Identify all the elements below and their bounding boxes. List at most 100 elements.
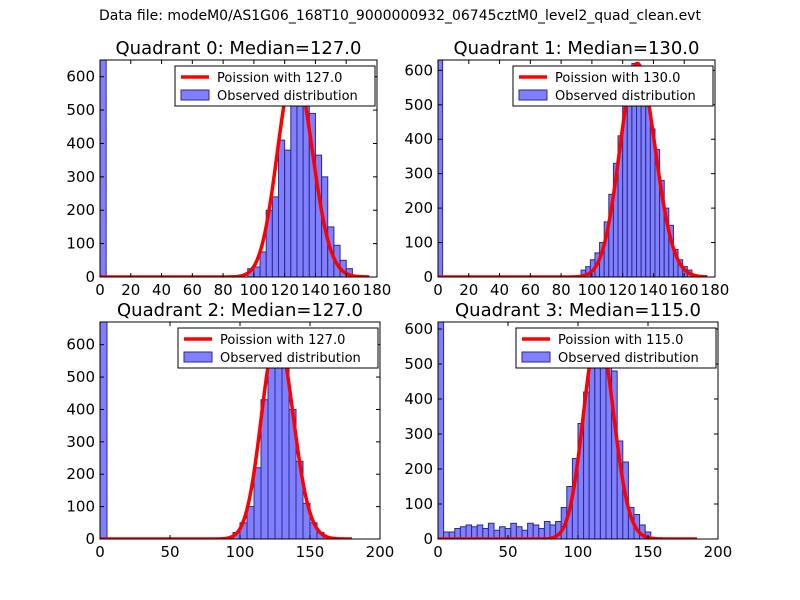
y-tick-label: 100 (66, 498, 95, 516)
quadrant-1-plot: 0 20 40 60 80 100 120 140 160 1800100200300400500… (404, 38, 729, 299)
x-tick-label: 160 (332, 281, 361, 299)
x-tick-label: 0 (95, 281, 105, 299)
y-tick-label: 0 (423, 268, 433, 286)
y-tick-label: 500 (66, 368, 95, 386)
y-tick-label: 0 (423, 530, 433, 548)
histogram-bar (253, 467, 262, 539)
legend-bar-label: Observed distribution (555, 89, 696, 104)
histogram-bar (253, 266, 261, 277)
axes-frame (99, 59, 378, 278)
x-tick-label: 200 (704, 543, 733, 561)
histogram-bar (100, 322, 108, 539)
histogram-bar (438, 322, 445, 539)
y-tick-label: 400 (66, 400, 95, 418)
x-tick-label: 100 (578, 281, 607, 299)
poisson-curve (100, 333, 353, 539)
axes-frame (437, 59, 716, 278)
histogram-bar (626, 76, 633, 277)
histogram-bar (515, 526, 523, 539)
legend: Poission with 127.0 Observed distribution (174, 65, 376, 107)
legend-curve-label: Poission with 127.0 (220, 333, 345, 348)
y-tick-label: 100 (404, 495, 433, 513)
y-tick-label: 300 (66, 433, 95, 451)
x-tick-label: 80 (552, 281, 571, 299)
x-tick-label: 200 (366, 543, 395, 561)
x-tick-label: 60 (183, 281, 202, 299)
x-tick-label: 140 (301, 281, 330, 299)
legend-curve-label: Poission with 127.0 (217, 71, 342, 86)
y-tick-label: 200 (66, 201, 95, 219)
legend-bar-swatch (180, 89, 210, 101)
x-tick-label: 160 (670, 281, 699, 299)
histogram-bar (271, 196, 280, 277)
legend-bar-label: Observed distribution (220, 351, 361, 366)
histogram-bar (499, 526, 506, 539)
histogram-bar (527, 522, 534, 539)
x-tick-label: 40 (490, 281, 509, 299)
y-tick-label: 100 (66, 235, 95, 253)
x-tick-label: 50 (498, 543, 517, 561)
x-tick-label: 80 (214, 281, 233, 299)
panel-title: Quadrant 0: Median=127.0 (116, 38, 362, 59)
quadrant-3-plot: 0 50 100 150 200 0 100 200 300 400 500 600 Quadrant … (404, 300, 732, 561)
legend: Poission with 127.0 Observed distribution (177, 327, 379, 369)
histogram-bar (438, 60, 444, 277)
x-tick-label: 100 (240, 281, 269, 299)
histogram-bar (465, 524, 473, 539)
panel-title: Quadrant 2: Median=127.0 (117, 300, 363, 321)
y-tick-label: 600 (66, 68, 95, 86)
x-tick-label: 0 (433, 281, 443, 299)
histogram-bar (532, 524, 540, 539)
y-tick-label: 200 (404, 199, 433, 217)
histogram-bar (599, 342, 607, 539)
panel-title: Quadrant 3: Median=115.0 (455, 300, 701, 321)
x-tick-label: 60 (521, 281, 540, 299)
y-tick-label: 600 (404, 320, 433, 338)
y-tick-label: 300 (404, 165, 433, 183)
y-tick-label: 400 (66, 134, 95, 152)
panel-title: Quadrant 1: Median=130.0 (454, 38, 700, 59)
x-tick-label: 100 (226, 543, 255, 561)
legend-bar-swatch (521, 351, 551, 363)
y-tick-label: 0 (85, 268, 95, 286)
x-tick-label: 0 (433, 543, 443, 561)
y-tick-label: 400 (404, 390, 433, 408)
y-tick-label: 300 (66, 168, 95, 186)
histogram-bar (290, 86, 298, 277)
legend-bar-swatch (183, 351, 213, 363)
y-tick-label: 100 (404, 234, 433, 252)
legend-box (515, 327, 717, 369)
quadrant-2-plot: 0 50 100 150 200 0 100 200 300 400 500 600 Quadrant … (66, 300, 394, 561)
histogram-bar (636, 76, 642, 277)
histogram-bar (274, 344, 283, 539)
y-tick-label: 500 (404, 96, 433, 114)
x-tick-label: 40 (152, 281, 171, 299)
histogram-bar (278, 139, 286, 277)
y-tick-label: 500 (66, 101, 95, 119)
histogram-bar (476, 524, 484, 539)
y-tick-label: 600 (404, 61, 433, 79)
legend-bar-label: Observed distribution (217, 89, 358, 104)
x-tick-label: 20 (459, 281, 478, 299)
legend: Poission with 115.0 Observed distribution (515, 327, 717, 369)
y-tick-label: 200 (66, 465, 95, 483)
histogram-bar (259, 251, 267, 277)
x-tick-label: 150 (296, 543, 325, 561)
x-tick-label: 120 (270, 281, 299, 299)
legend-curve-label: Poission with 115.0 (558, 333, 683, 348)
x-tick-label: 180 (701, 281, 730, 299)
x-tick-label: 150 (634, 543, 663, 561)
x-tick-label: 20 (121, 281, 140, 299)
quadrant-0-plot: 0 20 40 60 80 100 120 140 160 1800100200300400500… (66, 38, 391, 299)
histogram-bar (543, 521, 551, 539)
histogram-bar (487, 522, 495, 539)
x-tick-label: 0 (95, 543, 105, 561)
histogram-bar (284, 149, 292, 277)
legend: Poission with 130.0 Observed distribution (512, 65, 714, 107)
y-tick-label: 600 (66, 336, 95, 354)
y-tick-label: 0 (85, 530, 95, 548)
histogram-bar (296, 76, 304, 277)
histogram-bar (510, 522, 517, 539)
legend-curve-label: Poission with 130.0 (555, 71, 680, 86)
